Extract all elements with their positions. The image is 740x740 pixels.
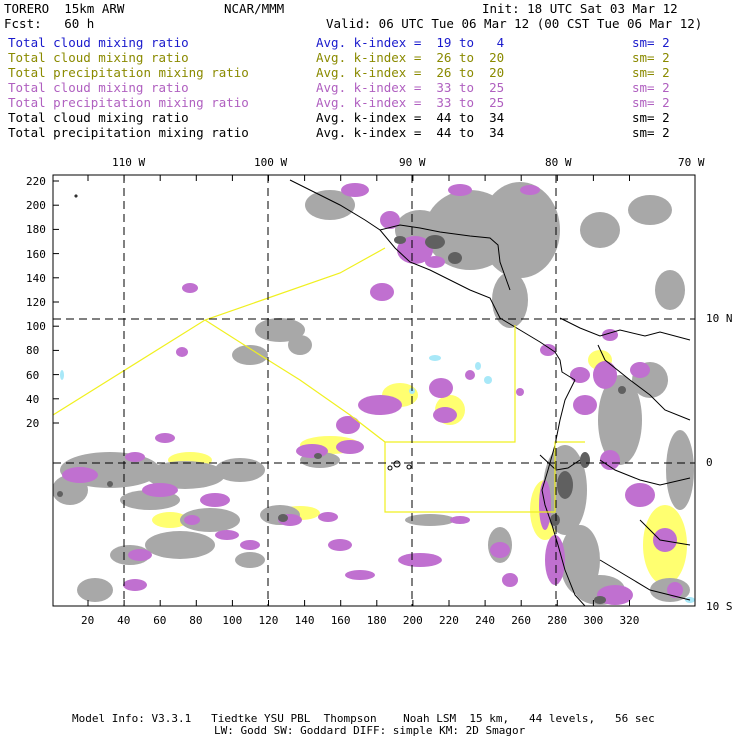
purple-patches: [62, 183, 683, 605]
tick-marks: [53, 175, 630, 606]
x-tick-label: 80: [189, 614, 203, 627]
y-tick-label: 60: [26, 368, 40, 382]
legend-name: Total precipitation mixing ratio: [8, 65, 249, 80]
x-tick-label: 220: [439, 614, 459, 627]
y-tick-label: 140: [26, 271, 46, 285]
lat-label: 10 S: [706, 600, 733, 613]
plot-frame: [52, 174, 696, 607]
physics-info: LW: Godd SW: Goddard DIFF: simple KM: 2D…: [214, 724, 526, 737]
gray-cloud-patches: [53, 182, 694, 605]
legend-sm: sm= 2: [632, 95, 670, 110]
legend-sm: sm= 2: [632, 35, 670, 50]
legend-kindex: Avg. k-index = 44 to 34: [316, 110, 505, 125]
dark-cloud-cores: [57, 235, 626, 604]
x-tick-label: 200: [402, 614, 423, 627]
legend-kindex: Avg. k-index = 33 to 25: [316, 95, 505, 110]
legend-sm: sm= 2: [632, 65, 670, 80]
legend-kindex: Avg. k-index = 26 to 20: [316, 50, 505, 65]
legend-sm: sm= 2: [632, 80, 670, 95]
legend-name: Total cloud mixing ratio: [8, 35, 189, 50]
boundary-lines: [53, 247, 585, 513]
lon-label: 80 W: [545, 156, 572, 169]
y-tick-label: 100: [26, 320, 46, 334]
x-tick-label: 280: [547, 614, 568, 627]
y-tick-label: 40: [26, 392, 40, 406]
y-tick-label: 180: [26, 223, 46, 237]
y-tick-label: 200: [26, 199, 46, 213]
legend-sm: sm= 2: [632, 50, 670, 65]
lon-label: 70 W: [678, 156, 705, 169]
cyan-specks: [60, 355, 695, 603]
valid-time: Valid: 06 UTC Tue 06 Mar 12 (00 CST Tue …: [326, 16, 703, 31]
y-tick-label: 160: [26, 247, 46, 261]
lon-label: 110 W: [112, 156, 146, 169]
y-tick-label: 80: [26, 344, 40, 358]
legend-sm: sm= 2: [632, 125, 670, 140]
legend-name: Total cloud mixing ratio: [8, 110, 189, 125]
lat-label: 10 N: [706, 312, 733, 325]
x-tick-label: 140: [294, 614, 315, 627]
legend-sm: sm= 2: [632, 110, 670, 125]
legend-kindex: Avg. k-index = 26 to 20: [316, 65, 505, 80]
init-time: Init: 18 UTC Sat 03 Mar 12: [482, 1, 678, 16]
x-tick-label: 100: [222, 614, 243, 627]
x-tick-label: 60: [153, 614, 167, 627]
y-tick-label: 20: [26, 417, 40, 430]
lon-label: 100 W: [254, 156, 288, 169]
graticule: [53, 175, 695, 606]
legend-name: Total precipitation mixing ratio: [8, 125, 249, 140]
x-tick-label: 160: [330, 614, 351, 627]
forecast-hour: Fcst: 60 h: [4, 16, 95, 31]
legend-name: Total precipitation mixing ratio: [8, 95, 249, 110]
legend-kindex: Avg. k-index = 44 to 34: [316, 125, 505, 140]
legend-kindex: Avg. k-index = 33 to 25: [316, 80, 505, 95]
org-label: NCAR/MMM: [224, 1, 285, 16]
y-tick-label: 220: [26, 175, 46, 188]
lat-label: 0: [706, 456, 713, 469]
x-tick-label: 260: [511, 614, 532, 627]
model-info: Model Info: V3.3.1 Tiedtke YSU PBL Thomp…: [72, 712, 655, 725]
lon-label: 90 W: [399, 156, 426, 169]
legend-name: Total cloud mixing ratio: [8, 80, 189, 95]
legend-name: Total cloud mixing ratio: [8, 50, 189, 65]
model-title: TORERO 15km ARW: [4, 1, 125, 16]
y-tick-label: 120: [26, 296, 46, 309]
x-tick-label: 180: [366, 614, 387, 627]
x-tick-label: 120: [258, 614, 279, 627]
x-tick-label: 40: [117, 614, 131, 627]
x-tick-label: 20: [81, 614, 95, 627]
x-tick-label: 320: [619, 614, 640, 627]
x-tick-label: 240: [475, 614, 495, 627]
x-tick-label: 300: [583, 614, 604, 627]
legend-kindex: Avg. k-index = 19 to 4: [316, 35, 505, 50]
